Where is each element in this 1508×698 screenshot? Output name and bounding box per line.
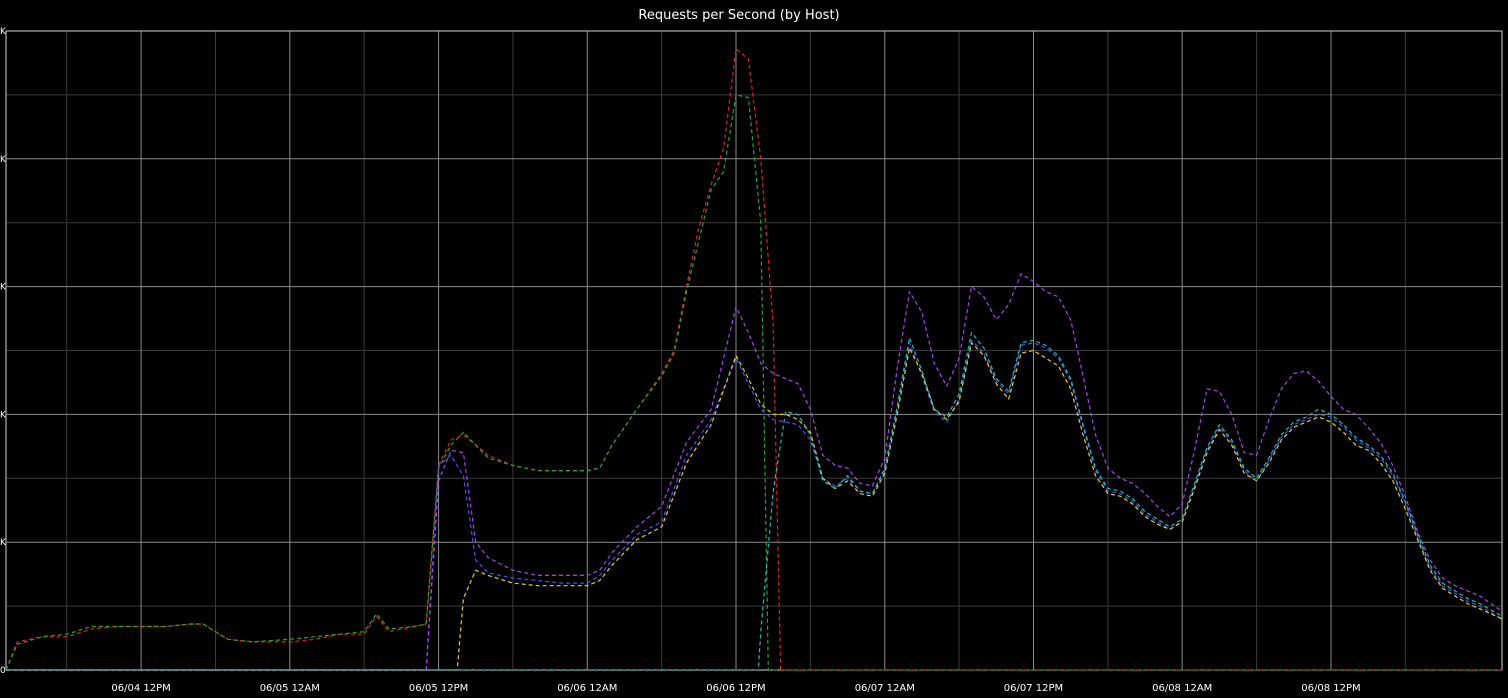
x-tick-label: 06/04 12PM [111,683,170,694]
x-tick-label: 06/07 12AM [855,683,915,694]
y-tick-label: K [0,538,7,548]
x-tick-label: 06/08 12PM [1301,683,1360,694]
y-tick-label: K [0,27,7,37]
y-tick-label: K [0,155,7,165]
y-axis-tick-labels: 0 K K K K K [0,27,7,676]
major-gridlines [6,31,1502,670]
series-layer [5,48,1503,671]
x-tick-label: 06/05 12AM [260,683,320,694]
series-line-1 [5,48,1502,671]
series-line-3 [6,339,1503,671]
x-tick-label: 06/07 12PM [1004,683,1063,694]
x-tick-label: 06/06 12AM [557,683,617,694]
minor-gridlines [6,31,1502,670]
series-line-4 [6,273,1503,671]
plot-area-border [5,30,1503,671]
chart-title: Requests per Second (by Host) [638,8,839,23]
y-tick-label: K [0,410,7,420]
series-line-6 [6,332,1503,671]
series-line-2 [5,94,1502,671]
x-tick-label: 06/05 12PM [409,683,468,694]
x-tick-label: 06/08 12AM [1152,683,1212,694]
series-line-5 [6,342,1503,671]
y-tick-label: K [0,283,7,293]
x-axis-tick-labels: 06/04 12PM 06/05 12AM 06/05 12PM 06/06 12AM… [111,683,1360,694]
x-tick-label: 06/06 12PM [706,683,765,694]
y-tick-label: 0 [0,666,6,676]
